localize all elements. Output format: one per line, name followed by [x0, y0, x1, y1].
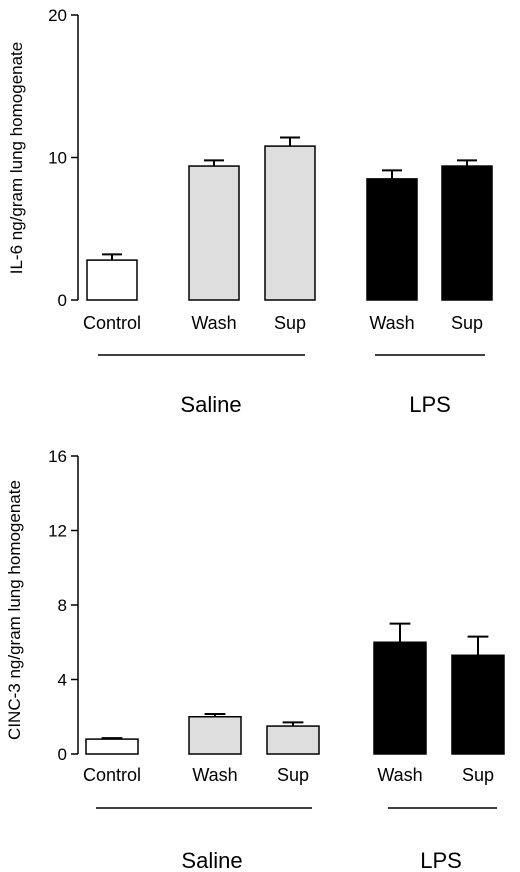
y-tick-label: 0 [58, 745, 67, 764]
bar-control-control [85, 738, 139, 755]
category-label: Sup [274, 313, 306, 333]
y-tick-label: 4 [58, 671, 67, 690]
category-label: Control [83, 765, 141, 785]
bar-saline-wash [188, 165, 240, 301]
bar-lps-sup [451, 654, 505, 755]
bar-lps-sup [441, 165, 493, 301]
bar-lps-wash [373, 641, 427, 755]
category-label: Wash [369, 313, 414, 333]
chart-panel-1: 0 10 20 IL-6 ng/gram lung homogenate Control… [7, 6, 493, 417]
y-tick-label: 16 [48, 447, 67, 466]
y-tick-label: 20 [48, 6, 67, 25]
category-label: Wash [377, 765, 422, 785]
category-label: Wash [192, 765, 237, 785]
bar-saline-sup [266, 725, 320, 755]
group-label: LPS [420, 848, 462, 872]
group-label: Saline [181, 848, 242, 872]
y-tick-label: 12 [48, 522, 67, 541]
y-axis-title: IL-6 ng/gram lung homogenate [7, 42, 26, 275]
chart-panel-2: 0 4 8 12 16 CINC-3 ng/gram lung homogenate Con… [5, 447, 505, 872]
category-label: Wash [191, 313, 236, 333]
group-label: Saline [180, 392, 241, 417]
y-axis-title: CINC-3 ng/gram lung homogenate [5, 480, 24, 740]
y-tick-label: 0 [58, 291, 67, 310]
category-label: Control [83, 313, 141, 333]
y-tick-label: 10 [48, 149, 67, 168]
category-label: Sup [277, 765, 309, 785]
y-tick-label: 8 [58, 596, 67, 615]
bar-saline-sup [264, 145, 316, 301]
bar-saline-wash [188, 716, 242, 755]
category-label: Sup [451, 313, 483, 333]
group-label: LPS [409, 392, 451, 417]
category-label: Sup [462, 765, 494, 785]
bar-control-control [86, 259, 138, 301]
bar-lps-wash [366, 178, 418, 301]
